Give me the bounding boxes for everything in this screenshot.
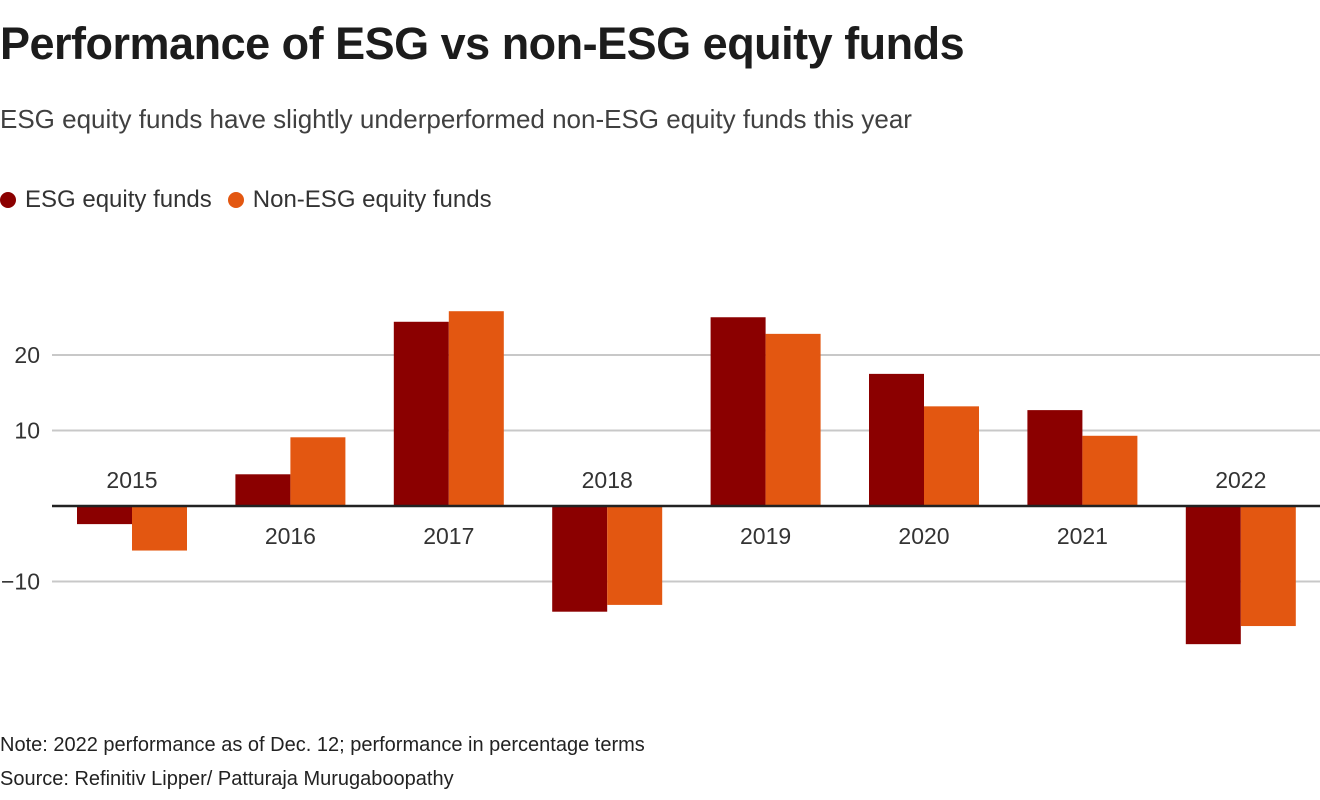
legend-swatch-esg xyxy=(0,192,16,208)
bar-non-esg xyxy=(132,506,187,551)
bars xyxy=(77,311,1296,645)
x-category-label: 2019 xyxy=(740,523,791,549)
gridlines: 20 10 −10 xyxy=(1,342,1320,595)
x-category-label: 2017 xyxy=(423,523,474,549)
y-tick-label: 10 xyxy=(14,418,40,444)
bar-esg xyxy=(1027,410,1083,506)
y-tick-label: −10 xyxy=(1,569,40,595)
bar-esg xyxy=(869,373,924,506)
bar-non-esg xyxy=(607,506,663,605)
bar-esg xyxy=(1185,506,1241,645)
legend-label-esg: ESG equity funds xyxy=(25,186,212,213)
chart-title: Performance of ESG vs non-ESG equity fun… xyxy=(0,18,965,69)
legend-label-non-esg: Non-ESG equity funds xyxy=(252,186,492,213)
footnote: Note: 2022 performance as of Dec. 12; pe… xyxy=(0,734,645,756)
x-category-label: 2018 xyxy=(582,467,633,493)
bar-non-esg xyxy=(1082,435,1138,506)
legend: ESG equity funds Non-ESG equity funds xyxy=(0,186,508,214)
chart-subtitle: ESG equity funds have slightly underperf… xyxy=(0,104,912,134)
x-category-label: 2016 xyxy=(265,523,316,549)
bar-esg xyxy=(552,506,608,612)
y-tick-label: 20 xyxy=(14,342,40,368)
source-note: Source: Refinitiv Lipper/ Patturaja Muru… xyxy=(0,768,454,790)
bar-esg xyxy=(393,321,449,506)
bar-non-esg xyxy=(448,311,504,506)
category-labels: 2015 2016 2017 2018 2019 2020 2021 2022 xyxy=(106,467,1266,549)
x-category-label: 2015 xyxy=(106,467,157,493)
bar-esg xyxy=(710,317,766,506)
x-category-label: 2020 xyxy=(898,523,949,549)
x-category-label: 2021 xyxy=(1057,523,1108,549)
bar-esg xyxy=(77,506,132,525)
bar-non-esg xyxy=(290,437,346,506)
bar-non-esg xyxy=(765,333,821,506)
bar-esg xyxy=(235,474,291,506)
legend-item-esg: ESG equity funds xyxy=(0,186,212,214)
legend-swatch-non-esg xyxy=(227,192,244,208)
legend-item-non-esg: Non-ESG equity funds xyxy=(227,186,492,214)
bar-non-esg xyxy=(924,406,979,506)
bar-non-esg xyxy=(1240,506,1296,627)
x-category-label: 2022 xyxy=(1215,467,1266,493)
